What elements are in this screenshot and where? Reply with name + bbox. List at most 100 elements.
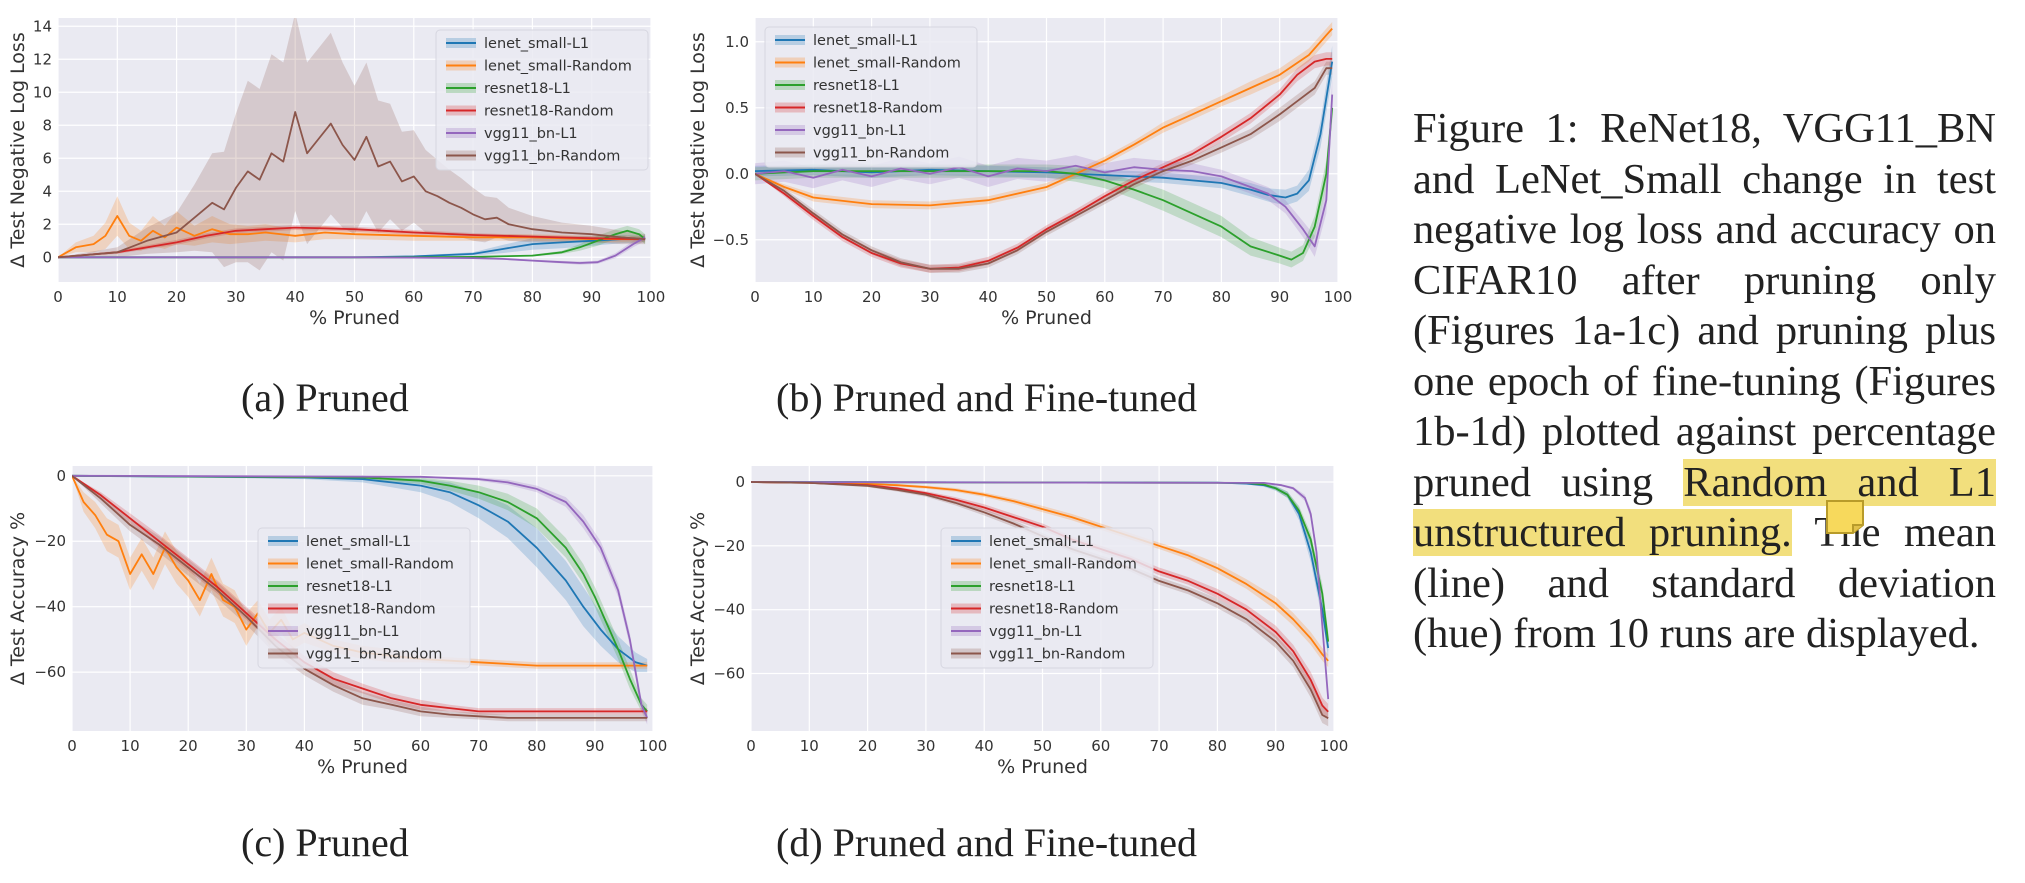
x-tick-label: 40 bbox=[286, 288, 305, 306]
x-tick-label: 0 bbox=[67, 737, 77, 755]
caption-text-2: The mean (line) and standard deviation (… bbox=[1413, 509, 1996, 657]
legend-label: vgg11_bn-Random bbox=[484, 149, 620, 165]
y-tick-label: 0 bbox=[42, 248, 52, 266]
series-line-vgg11_bn-L1 bbox=[751, 481, 1330, 700]
x-tick-label: 40 bbox=[975, 737, 994, 755]
legend-label: lenet_small-L1 bbox=[484, 36, 589, 52]
x-tick-label: 20 bbox=[167, 288, 186, 306]
y-tick-label: 12 bbox=[33, 50, 52, 68]
x-tick-label: 20 bbox=[862, 288, 881, 306]
legend: lenet_small-L1 lenet_small-Random resnet18… bbox=[940, 527, 1154, 669]
subcaption-b: (b) Pruned and Fine-tuned bbox=[776, 375, 1198, 420]
y-axis-label: Δ Test Accuracy % bbox=[687, 512, 709, 685]
legend-label: lenet_small-L1 bbox=[989, 534, 1094, 550]
y-tick-label: 2 bbox=[42, 215, 52, 233]
x-tick-label: 30 bbox=[237, 737, 256, 755]
legend-label: vgg11_bn-L1 bbox=[813, 123, 907, 139]
series-line-lenet_small-L1 bbox=[72, 474, 648, 667]
legend: lenet_small-L1 lenet_small-Random resnet18… bbox=[257, 527, 471, 669]
x-tick-label: 40 bbox=[295, 737, 314, 755]
x-tick-label: 90 bbox=[585, 737, 604, 755]
y-axis-label: Δ Test Negative Log Loss bbox=[687, 32, 709, 267]
series-line-vgg11_bn-L1 bbox=[58, 236, 646, 264]
legend-label: resnet18-L1 bbox=[813, 78, 900, 94]
series-line-resnet18-L1 bbox=[72, 474, 648, 712]
legend-label: vgg11_bn-Random bbox=[306, 647, 442, 663]
x-tick-label: 40 bbox=[979, 288, 998, 306]
subcaption-a: (a) Pruned bbox=[241, 375, 409, 420]
y-tick-label: 0 bbox=[56, 467, 66, 485]
x-tick-label: 10 bbox=[108, 288, 127, 306]
std-band-lenet_small-L1 bbox=[58, 235, 646, 258]
y-tick-label: −0.5 bbox=[713, 231, 749, 249]
x-tick-label: 90 bbox=[1266, 737, 1285, 755]
chart-d-finetuned-accuracy: 0 10 20 30 40 50 60 70 80 90 100 −60 −40 −20 0 % Pruned… bbox=[687, 466, 1349, 778]
legend-label: vgg11_bn-L1 bbox=[989, 624, 1083, 640]
y-tick-label: 6 bbox=[42, 149, 52, 167]
series-line-resnet18-L1 bbox=[755, 107, 1334, 261]
x-axis-label: % Pruned bbox=[317, 756, 408, 778]
std-band-lenet_small-L1 bbox=[755, 45, 1333, 206]
figure-caption: Figure 1: ReNet18, VGG11_BN and LeNet_Sm… bbox=[1413, 104, 1996, 660]
legend-label: vgg11_bn-Random bbox=[989, 647, 1125, 663]
y-tick-label: −40 bbox=[34, 598, 66, 616]
std-band-vgg11_bn-Random bbox=[58, 18, 646, 271]
std-band-lenet_small-Random bbox=[72, 475, 648, 669]
series-line-vgg11_bn-Random bbox=[72, 475, 648, 719]
x-tick-label: 10 bbox=[800, 737, 819, 755]
std-band-vgg11_bn-L1 bbox=[58, 234, 646, 265]
series-line-vgg11_bn-Random bbox=[755, 67, 1333, 270]
y-tick-label: 0 bbox=[735, 473, 745, 491]
std-band-vgg11_bn-Random bbox=[751, 482, 1329, 727]
x-tick-label: 50 bbox=[353, 737, 372, 755]
legend-label: vgg11_bn-Random bbox=[813, 146, 949, 162]
series-line-lenet_small-Random bbox=[751, 481, 1329, 662]
x-tick-label: 0 bbox=[53, 288, 63, 306]
legend-label: resnet18-L1 bbox=[484, 81, 571, 97]
x-axis-label: % Pruned bbox=[1001, 307, 1092, 329]
x-tick-label: 60 bbox=[404, 288, 423, 306]
std-band-vgg11_bn-L1 bbox=[755, 78, 1333, 257]
x-tick-label: 70 bbox=[1154, 288, 1173, 306]
x-tick-label: 60 bbox=[411, 737, 430, 755]
y-tick-label: −20 bbox=[713, 537, 745, 555]
x-tick-label: 60 bbox=[1091, 737, 1110, 755]
x-tick-label: 0 bbox=[750, 288, 760, 306]
series-line-resnet18-Random bbox=[72, 475, 648, 713]
series-line-lenet_small-Random bbox=[755, 28, 1333, 207]
std-band-resnet18-Random bbox=[755, 52, 1333, 273]
legend-box bbox=[764, 26, 978, 168]
x-tick-label: 10 bbox=[121, 737, 140, 755]
std-band-resnet18-L1 bbox=[755, 94, 1333, 268]
legend-label: lenet_small-L1 bbox=[306, 534, 411, 550]
std-band-resnet18-Random bbox=[58, 225, 646, 258]
x-tick-label: 50 bbox=[345, 288, 364, 306]
chart-c-pruned-accuracy: 0 10 20 30 40 50 60 70 80 90 100 −60 −40 −20 0 % Pruned… bbox=[7, 466, 667, 778]
x-tick-label: 100 bbox=[637, 288, 666, 306]
series-line-vgg11_bn-L1 bbox=[72, 474, 649, 719]
x-tick-label: 30 bbox=[920, 288, 939, 306]
x-tick-label: 90 bbox=[582, 288, 601, 306]
series-line-vgg11_bn-L1 bbox=[755, 94, 1334, 248]
x-tick-label: 20 bbox=[858, 737, 877, 755]
x-tick-label: 80 bbox=[1212, 288, 1231, 306]
legend-label: resnet18-L1 bbox=[989, 579, 1076, 595]
x-tick-label: 50 bbox=[1037, 288, 1056, 306]
legend: lenet_small-L1 lenet_small-Random resnet18… bbox=[764, 26, 978, 168]
sticky-note-icon[interactable] bbox=[1825, 499, 1865, 535]
x-tick-label: 70 bbox=[1150, 737, 1169, 755]
legend-label: lenet_small-Random bbox=[989, 557, 1137, 573]
x-tick-label: 100 bbox=[1320, 737, 1349, 755]
x-tick-label: 80 bbox=[1208, 737, 1227, 755]
x-axis-label: % Pruned bbox=[997, 756, 1088, 778]
x-tick-label: 90 bbox=[1270, 288, 1289, 306]
legend-label: lenet_small-Random bbox=[484, 59, 632, 75]
legend: lenet_small-L1 lenet_small-Random resnet18… bbox=[435, 29, 649, 171]
legend-box bbox=[435, 29, 649, 171]
legend-label: lenet_small-Random bbox=[813, 56, 961, 72]
legend-label: lenet_small-Random bbox=[306, 557, 454, 573]
y-tick-label: −60 bbox=[713, 665, 745, 683]
legend-label: resnet18-Random bbox=[484, 104, 614, 120]
x-tick-label: 80 bbox=[523, 288, 542, 306]
x-tick-label: 70 bbox=[464, 288, 483, 306]
